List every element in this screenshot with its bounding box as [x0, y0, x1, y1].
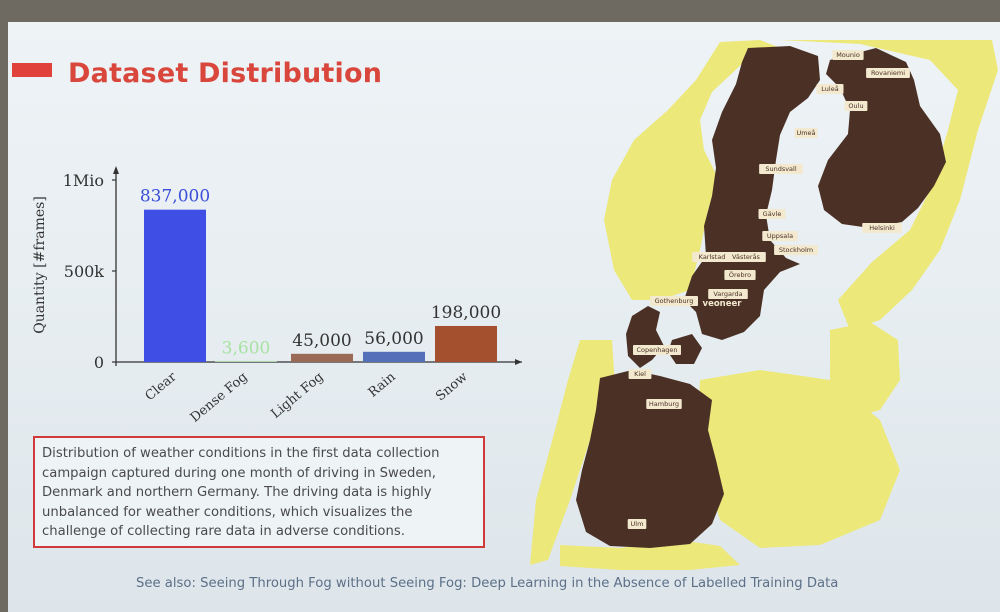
map-germany — [576, 370, 724, 548]
city-label: Rovaniemi — [871, 69, 905, 77]
x-axis-arrow — [515, 359, 522, 365]
city-label: Luleå — [821, 84, 838, 93]
y-tick-label: 1Mio — [63, 171, 104, 190]
map-sweden — [684, 46, 820, 340]
city-label: Mounio — [836, 51, 860, 59]
data-label: 3,600 — [222, 338, 271, 358]
city-label: Örebro — [729, 270, 751, 279]
caption-box: Distribution of weather conditions in th… — [33, 436, 485, 548]
city-label: Hamburg — [649, 400, 679, 408]
y-tick-label: 500k — [64, 262, 105, 281]
bar-rain — [363, 351, 425, 362]
y-axis-arrow — [113, 166, 119, 174]
city-label: Vargarda — [713, 290, 742, 298]
city-label-bg — [650, 296, 698, 306]
bar-snow — [435, 325, 497, 362]
city-label-bg — [759, 164, 803, 174]
map-denmark-zealand — [668, 334, 702, 364]
city-label-bg — [832, 50, 864, 60]
city-label: Umeå — [796, 128, 815, 137]
city-label: Ulm — [631, 520, 644, 528]
map-finland — [818, 48, 946, 228]
city-label-bg — [758, 209, 786, 219]
city-label-bg — [633, 345, 681, 355]
city-label: Kiel — [634, 370, 646, 378]
city-label-bg — [726, 252, 766, 262]
data-label: 45,000 — [292, 331, 351, 351]
city-label: veoneer — [703, 299, 743, 309]
city-label-bg — [866, 68, 910, 78]
caption-text: Distribution of weather conditions in th… — [42, 446, 440, 540]
city-label: Stockholm — [779, 246, 813, 254]
city-label-bg — [816, 84, 844, 94]
slide-title: Dataset Distribution — [68, 58, 383, 89]
city-label-bg — [794, 128, 818, 138]
city-label-bg — [724, 270, 756, 280]
y-axis-label: Quantity [#frames] — [32, 196, 48, 334]
city-label: Gothenburg — [655, 297, 694, 305]
city-label: Uppsala — [767, 232, 793, 240]
city-label: Copenhagen — [636, 346, 677, 354]
city-label: Helsinki — [869, 224, 895, 232]
map-netherlands-france — [530, 340, 616, 565]
y-tick-label: 0 — [94, 353, 104, 372]
footer-reference: See also: Seeing Through Fog without See… — [136, 576, 839, 591]
bar-dense-fog — [215, 361, 277, 362]
map-finland-russia — [780, 40, 998, 330]
chart-bars — [144, 209, 497, 362]
city-label: Sundsvall — [765, 165, 797, 173]
data-label: 837,000 — [140, 187, 210, 207]
map-poland-czech — [698, 370, 900, 548]
city-label: Karlstad — [699, 253, 726, 261]
map-city-labels: Mounio Rovaniemi Luleå Oulu Umeå Sundsvall Gäv… — [627, 50, 910, 529]
city-label: Västerås — [732, 252, 761, 261]
bar-light-fog — [291, 353, 353, 362]
title-accent-bar — [12, 63, 52, 77]
city-label-bg — [844, 101, 868, 111]
data-label: 56,000 — [364, 329, 423, 349]
city-label-bg — [762, 231, 798, 241]
city-label-bg — [862, 223, 902, 233]
city-label: Oulu — [848, 102, 863, 110]
city-label-bg — [708, 289, 748, 299]
map-austria-switzerland — [560, 540, 740, 570]
city-label-bg — [692, 252, 732, 262]
data-label: 198,000 — [431, 303, 501, 323]
city-label-bg — [627, 519, 647, 529]
city-label: Gävle — [763, 210, 782, 218]
city-label-bg — [628, 369, 652, 379]
map-norway — [604, 40, 780, 300]
city-label-bg — [646, 399, 682, 409]
city-label-bg — [774, 245, 818, 255]
bar-clear — [144, 209, 206, 362]
map-denmark-jutland — [626, 306, 664, 368]
